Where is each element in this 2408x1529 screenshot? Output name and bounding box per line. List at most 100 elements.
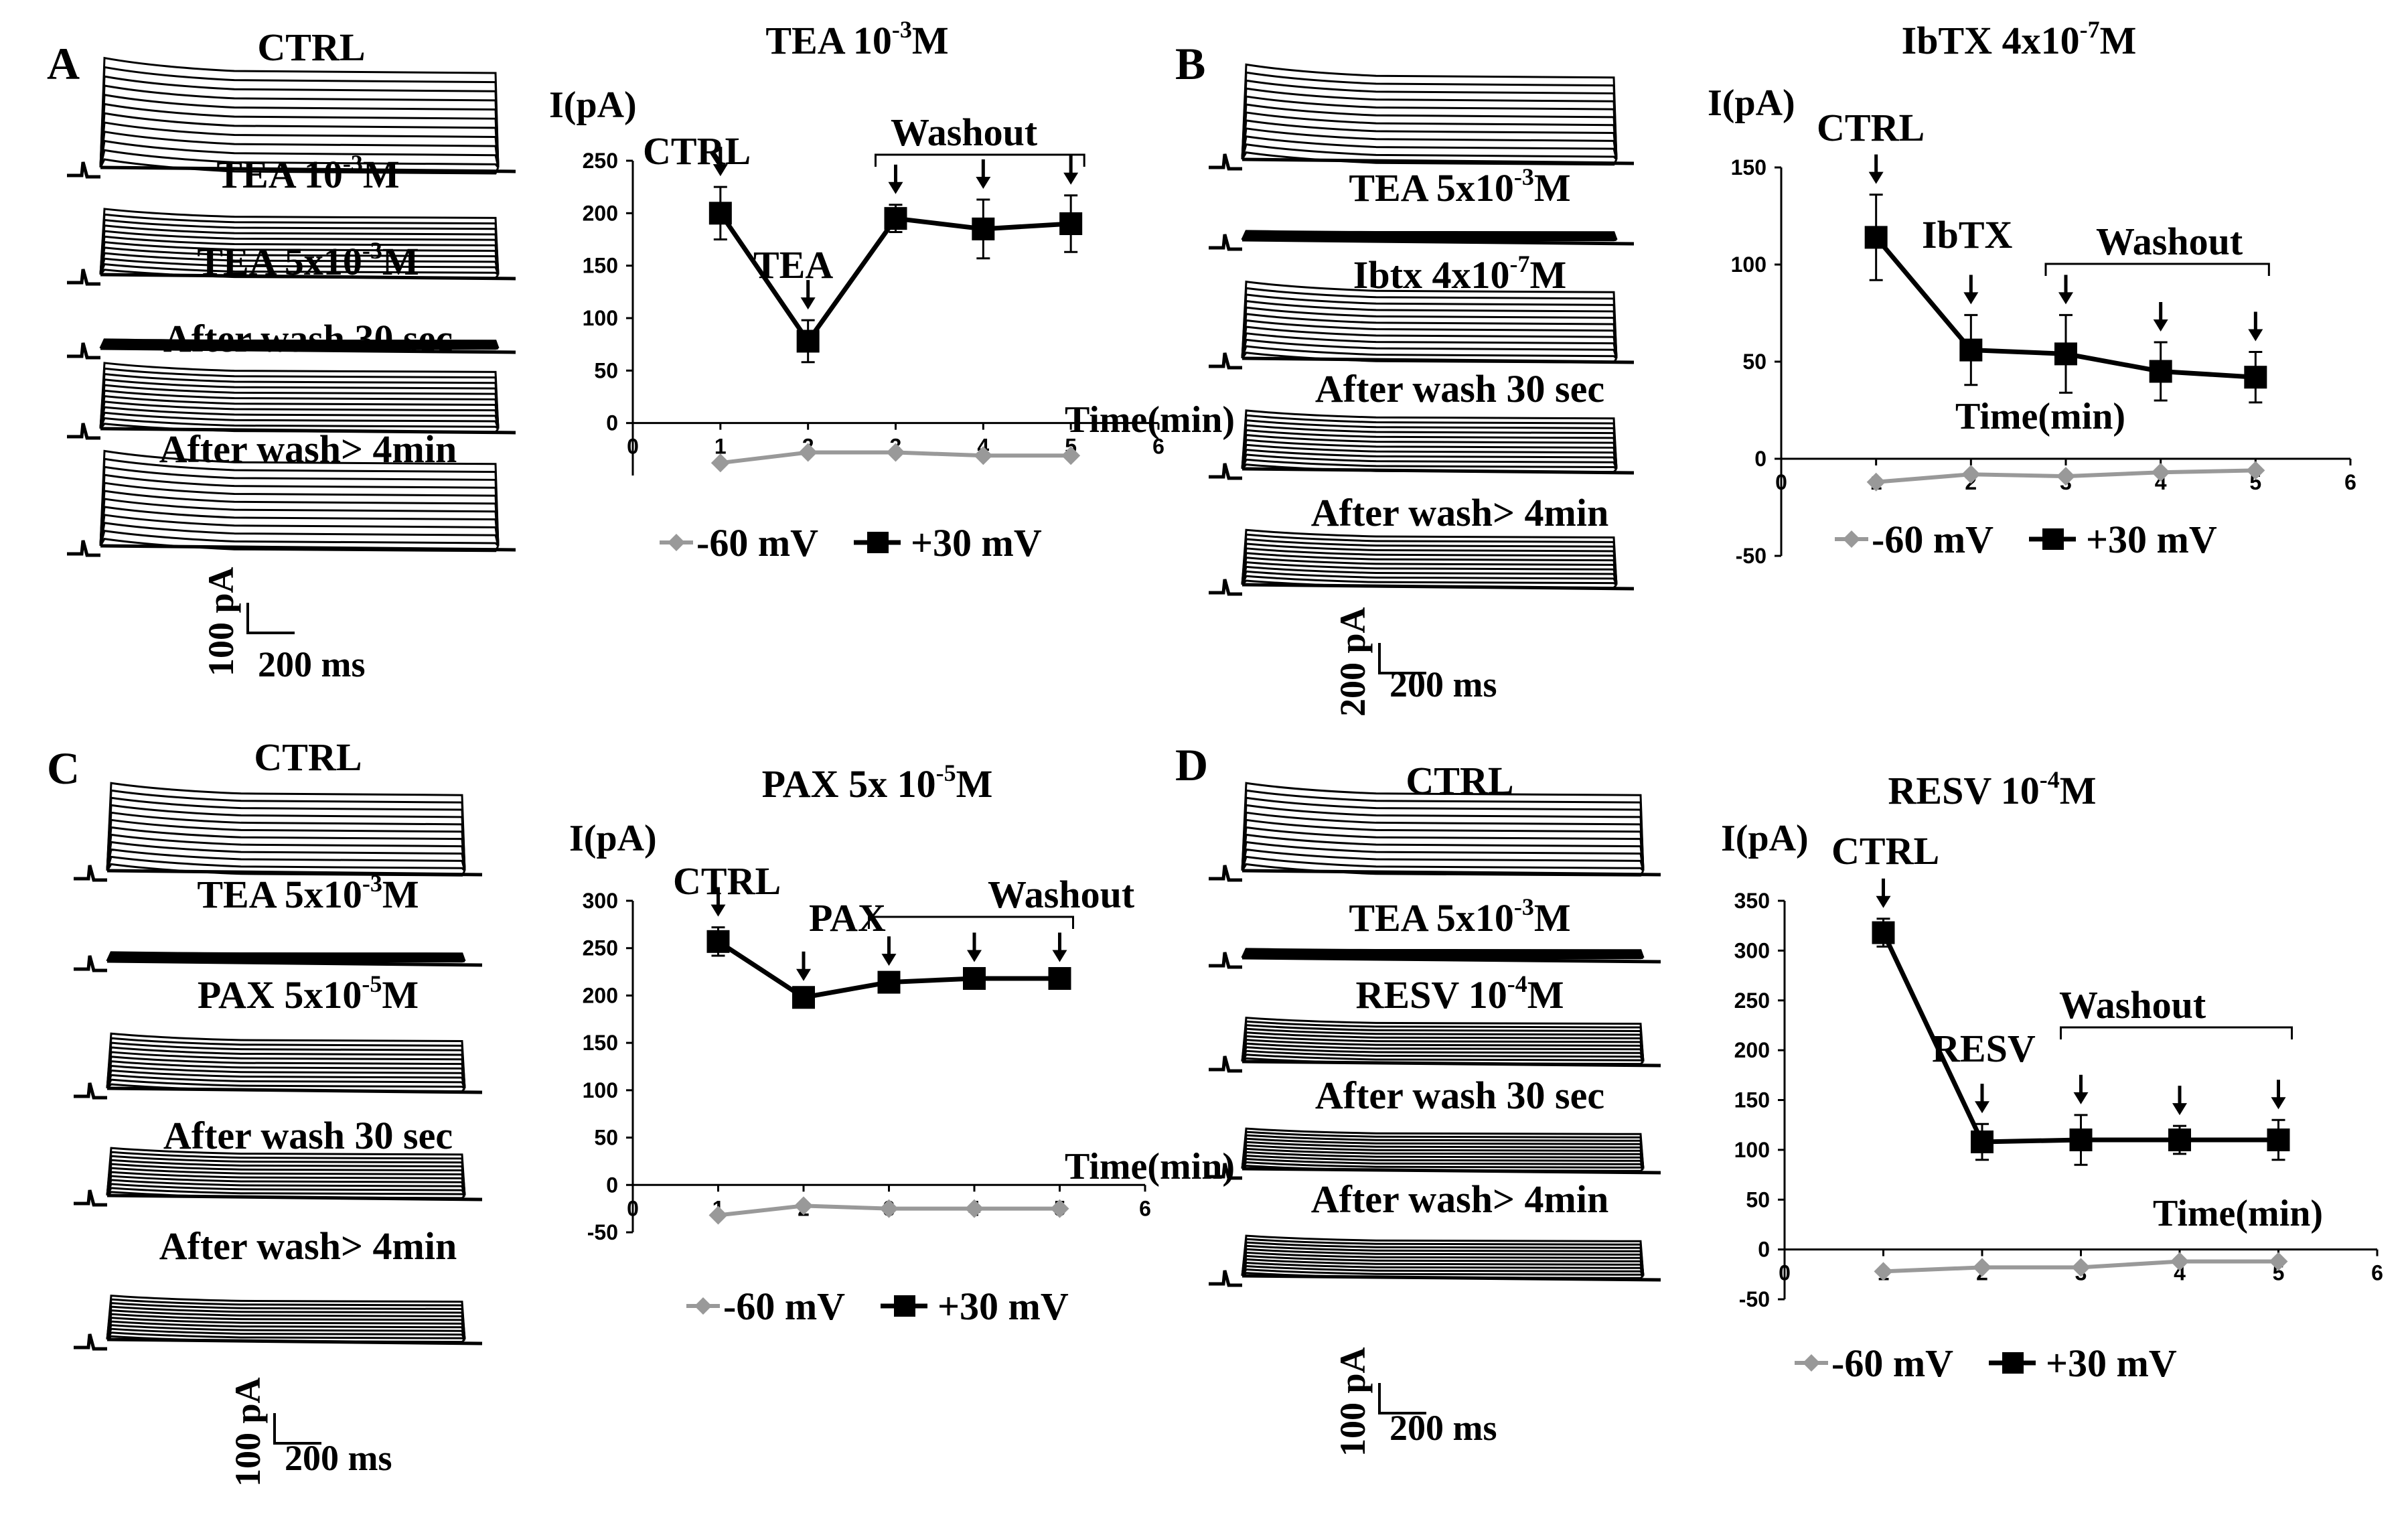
- trace-label-rest: M: [382, 873, 419, 916]
- baseline: [1241, 157, 1635, 165]
- sweep-line: [106, 826, 466, 871]
- y-axis-label: I(pA): [1721, 818, 1809, 859]
- sweep-line: [99, 257, 500, 275]
- series-neg60-point: [965, 1199, 984, 1218]
- y-tick-label: 100: [1734, 1138, 1770, 1162]
- arrow-icon: [2153, 319, 2168, 332]
- scale-label-y: 200 pA: [1333, 607, 1373, 717]
- holding-segment: [67, 342, 100, 360]
- sweep-line: [99, 263, 499, 276]
- sweep-line: [1241, 119, 1618, 160]
- superscript: -7: [1509, 250, 1529, 277]
- sweep-line: [106, 1069, 466, 1089]
- sweep-line: [106, 782, 466, 871]
- sweep-line: [106, 818, 466, 871]
- annotation-resv: RESV: [1932, 1027, 2036, 1070]
- annotation-washout: Washout: [988, 873, 1135, 916]
- annotation-washout: Washout: [891, 111, 1038, 154]
- sweep-line: [1241, 1241, 1645, 1277]
- superscript: -4: [2040, 766, 2060, 793]
- baseline: [1241, 1274, 1661, 1282]
- sweep-line: [106, 951, 466, 962]
- y-axis-label: I(pA): [1708, 82, 1795, 124]
- legend: -60 mV +30 mV: [1795, 1341, 2177, 1385]
- sweep-line: [99, 449, 500, 547]
- summary-chart: TEA 10-3M I(pA) Time(min) 0 50 100 150 200 250 0 1…: [549, 16, 1235, 565]
- holding-segment: [1209, 153, 1242, 171]
- sweep-line: [1241, 1258, 1645, 1277]
- sweep-line: [1241, 448, 1618, 469]
- sweep-line: [1241, 1046, 1645, 1062]
- current-trace: [67, 56, 516, 179]
- sweep-line: [1241, 230, 1618, 240]
- y-tick-label: 0: [606, 411, 618, 435]
- current-trace: [67, 449, 516, 557]
- holding-segment: [1209, 352, 1242, 370]
- annotation-washout: Washout: [2059, 983, 2206, 1027]
- sweep-line: [106, 811, 466, 871]
- scale-label-y: 100 pA: [1333, 1347, 1373, 1457]
- annotation-washout: Washout: [2096, 220, 2243, 263]
- panel-d: D CTRL TEA 5x10-3M RESV 10-4M After wash 30 …: [1175, 739, 2383, 1457]
- sweep-line: [106, 1298, 466, 1340]
- trace-label: PAX 5x10-5M: [198, 970, 419, 1017]
- sweep-line: [99, 490, 500, 547]
- legend-pos30-marker: [894, 1295, 915, 1317]
- sweep-line: [1241, 1238, 1645, 1277]
- current-trace: [1209, 280, 1635, 370]
- series-neg60-point: [2246, 461, 2265, 480]
- sweep-line: [99, 498, 500, 547]
- sweep-line: [1241, 443, 1618, 469]
- y-tick-label: 150: [1734, 1088, 1770, 1112]
- series-pos30-point: [2244, 366, 2267, 389]
- holding-segment: [67, 423, 100, 440]
- x-tick-label: 1: [714, 435, 727, 459]
- sweep-line: [106, 841, 466, 871]
- sweep-line: [1241, 538, 1618, 585]
- sweep-line: [99, 457, 500, 547]
- series-pos30-point: [1959, 338, 1983, 362]
- sweep-line: [1241, 841, 1645, 871]
- sweep-line: [106, 1327, 466, 1340]
- series-pos30-point: [792, 986, 815, 1009]
- panel-letter: C: [47, 743, 80, 794]
- series-neg60-point: [710, 453, 730, 473]
- series-pos30-point: [963, 966, 986, 990]
- holding-segment: [1209, 865, 1242, 882]
- baseline: [1241, 1167, 1661, 1175]
- sweep-line: [106, 1055, 466, 1089]
- summary-chart: PAX 5x 10-5MI(pA)Time(min)-5005010015020…: [569, 759, 1235, 1328]
- sweep-line: [1241, 789, 1645, 871]
- sweep-line: [99, 411, 500, 429]
- y-tick-label: 250: [583, 936, 618, 960]
- legend-pos30-label: +30 mV: [2046, 1341, 2177, 1385]
- sweep-line: [99, 121, 500, 168]
- sweep-line: [1241, 1264, 1645, 1277]
- trace-label-rest: M: [382, 973, 419, 1017]
- sweep-line: [1241, 533, 1618, 585]
- holding-segment: [74, 1333, 107, 1351]
- series-pos30-point: [877, 970, 901, 994]
- sweep-line: [1241, 1031, 1645, 1062]
- sweep-line: [1241, 818, 1645, 871]
- sweep-line: [1241, 1049, 1645, 1062]
- x-axis-label: Time(min): [2153, 1193, 2323, 1234]
- sweep-line: [1241, 345, 1617, 360]
- sweep-line: [1241, 575, 1617, 586]
- trace-label-rest: M: [1529, 253, 1566, 297]
- holding-segment: [1209, 1055, 1242, 1073]
- sweep-line: [106, 796, 466, 871]
- sweep-line: [106, 848, 466, 871]
- scale-label-y: 100 pA: [228, 1377, 268, 1487]
- y-tick-label: 350: [1734, 889, 1770, 913]
- panel-b: B TEA 5x10-3M Ibtx 4x10-7M After wash 30 se…: [1175, 16, 2356, 717]
- trace-label-rest: M: [1527, 973, 1564, 1017]
- sweep-line: [99, 362, 500, 429]
- sweep-line: [1241, 1147, 1645, 1169]
- x-tick-label: 6: [2371, 1261, 2383, 1285]
- trace-stack: [1209, 63, 1635, 596]
- series-pos30-point: [2168, 1128, 2191, 1151]
- sweep-line: [106, 1032, 466, 1089]
- sweep-line: [99, 235, 500, 275]
- arrow-icon: [2073, 1092, 2089, 1104]
